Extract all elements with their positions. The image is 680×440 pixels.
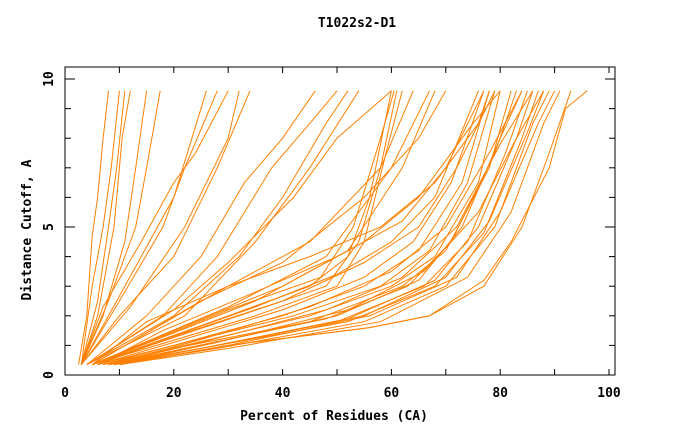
series-line [86,90,338,366]
series-line [78,90,109,365]
series-line [97,90,496,366]
x-axis-label: Percent of Residues (CA) [240,409,428,424]
y-tick-label: 10 [42,71,57,87]
chart-title: T1022s2-D1 [318,16,396,31]
series-line [86,90,392,366]
series-line [80,90,148,365]
series-line [80,90,207,365]
y-tick-label: 5 [42,223,57,231]
series-line [86,90,316,365]
x-tick-label: 80 [492,386,508,401]
series-line [92,90,403,366]
series-line [80,90,131,365]
series-line [108,90,523,366]
series-line [86,90,360,366]
series-line [113,90,545,366]
x-tick-label: 0 [61,386,69,401]
series-line [102,90,501,366]
series-line [92,90,501,366]
series-line [86,90,349,366]
series-line [97,90,485,366]
series-line [97,90,485,366]
series-line [92,90,392,366]
x-tick-label: 40 [275,386,291,401]
series-line [92,90,395,366]
series-lines [78,90,588,366]
plot-frame [64,66,616,376]
series-line [91,90,490,365]
series-line [91,90,414,366]
series-line [80,90,229,365]
series-line [102,90,512,366]
series-line [80,90,161,365]
x-tick-label: 100 [597,386,621,401]
series-line [80,90,120,365]
x-tick-label: 60 [384,386,400,401]
series-line [80,90,251,365]
series-line [108,90,534,366]
series-line [80,90,218,365]
series-line [92,90,430,366]
series-line [97,90,479,366]
y-axis-label: Distance Cutoff, A [20,159,35,300]
axis-ticks: 0 20 40 60 80 100 0 5 10 [42,67,621,401]
series-line [80,90,126,365]
series-line [92,90,398,366]
y-tick-label: 0 [42,371,57,379]
series-line [119,90,588,366]
series-line [108,90,523,366]
x-tick-label: 20 [166,386,182,401]
series-line [113,90,545,366]
series-line [80,90,240,365]
series-line [119,90,561,366]
series-line [113,90,550,366]
